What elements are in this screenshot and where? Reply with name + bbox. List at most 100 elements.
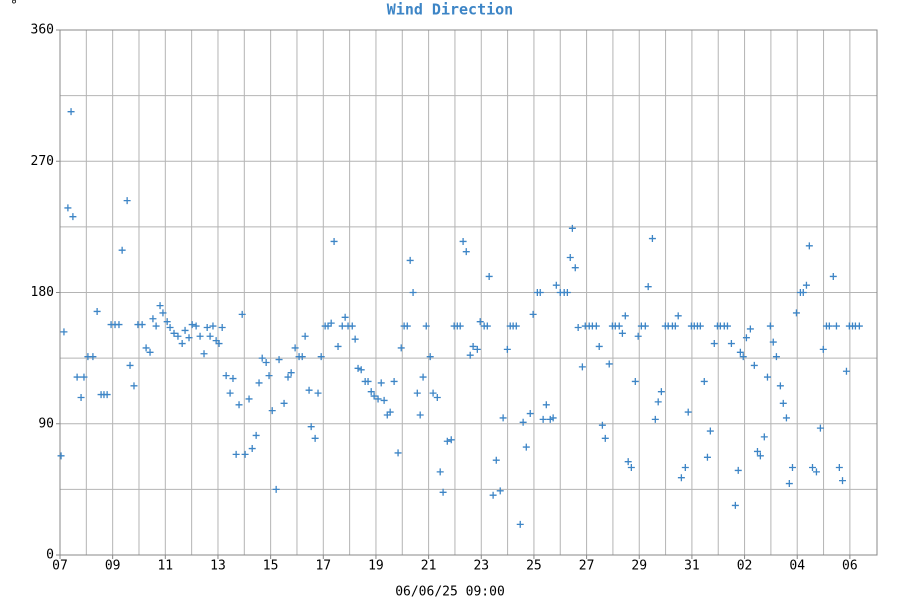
marker — [203, 324, 211, 331]
marker — [674, 312, 682, 320]
marker — [756, 452, 764, 460]
y-tick-label: 270 — [31, 154, 54, 169]
marker — [703, 453, 711, 461]
marker — [799, 289, 807, 296]
y-axis-label: ° — [10, 0, 18, 14]
marker — [149, 315, 157, 323]
marker — [648, 235, 656, 243]
marker — [657, 388, 665, 396]
marker — [291, 344, 299, 352]
marker — [403, 322, 411, 330]
marker — [529, 310, 537, 318]
marker — [627, 464, 635, 471]
marker — [215, 340, 223, 348]
marker — [330, 237, 338, 245]
marker — [138, 321, 146, 329]
marker — [255, 379, 263, 387]
marker — [181, 326, 189, 334]
marker — [60, 328, 68, 336]
x-tick-label: 06 — [842, 559, 858, 574]
marker — [459, 237, 467, 245]
marker — [566, 254, 574, 261]
marker — [170, 329, 178, 337]
marker — [301, 332, 309, 340]
x-tick-label: 15 — [263, 559, 279, 574]
marker — [499, 414, 507, 422]
marker — [734, 466, 742, 474]
marker — [516, 520, 524, 528]
marker — [634, 332, 642, 340]
marker — [232, 450, 240, 458]
y-tick-label: 360 — [31, 23, 54, 38]
x-tick-label: 21 — [421, 559, 437, 574]
marker — [595, 342, 603, 350]
marker — [178, 340, 186, 348]
marker — [314, 389, 322, 397]
x-tick-label: 04 — [789, 559, 805, 574]
marker — [832, 322, 840, 330]
marker — [311, 434, 319, 442]
marker — [307, 423, 315, 431]
marker — [615, 322, 623, 330]
marker — [641, 322, 649, 330]
marker — [542, 401, 550, 409]
marker — [776, 382, 784, 390]
marker — [152, 322, 160, 330]
marker — [651, 415, 659, 423]
marker — [539, 415, 547, 423]
marker — [317, 353, 325, 361]
marker — [235, 401, 243, 409]
marker — [605, 360, 613, 368]
x-tick-label: 02 — [737, 559, 753, 574]
marker — [287, 369, 295, 377]
marker — [802, 281, 810, 289]
marker — [206, 332, 214, 340]
marker — [188, 321, 196, 329]
marker — [601, 434, 609, 442]
marker — [485, 272, 493, 280]
marker — [67, 108, 75, 116]
marker — [727, 340, 735, 348]
marker — [226, 389, 234, 397]
marker — [469, 342, 477, 350]
marker — [209, 322, 217, 330]
marker — [118, 246, 126, 254]
marker — [341, 313, 349, 321]
marker — [466, 351, 474, 359]
marker — [753, 447, 761, 455]
marker — [644, 283, 652, 291]
marker — [621, 312, 629, 320]
x-tick-label: 09 — [105, 559, 121, 574]
marker — [624, 458, 632, 466]
marker — [483, 322, 491, 330]
marker — [351, 335, 359, 343]
marker — [241, 450, 249, 458]
marker — [200, 350, 208, 358]
marker — [126, 361, 134, 369]
marker — [354, 364, 362, 372]
marker — [792, 309, 800, 317]
marker — [842, 367, 850, 375]
marker — [196, 332, 204, 340]
marker — [327, 319, 335, 327]
marker — [835, 464, 843, 471]
marker — [825, 322, 833, 330]
marker — [159, 309, 167, 317]
marker — [839, 477, 847, 485]
marker — [788, 464, 796, 471]
marker — [782, 414, 790, 422]
marker — [429, 389, 437, 397]
marker — [618, 329, 626, 337]
marker — [526, 410, 534, 418]
marker — [334, 342, 342, 350]
x-tick-label: 27 — [579, 559, 595, 574]
marker — [174, 332, 182, 340]
marker — [552, 281, 560, 289]
marker — [563, 289, 571, 296]
marker — [443, 437, 451, 445]
marker — [419, 373, 427, 381]
marker — [700, 377, 708, 385]
marker — [305, 386, 313, 394]
